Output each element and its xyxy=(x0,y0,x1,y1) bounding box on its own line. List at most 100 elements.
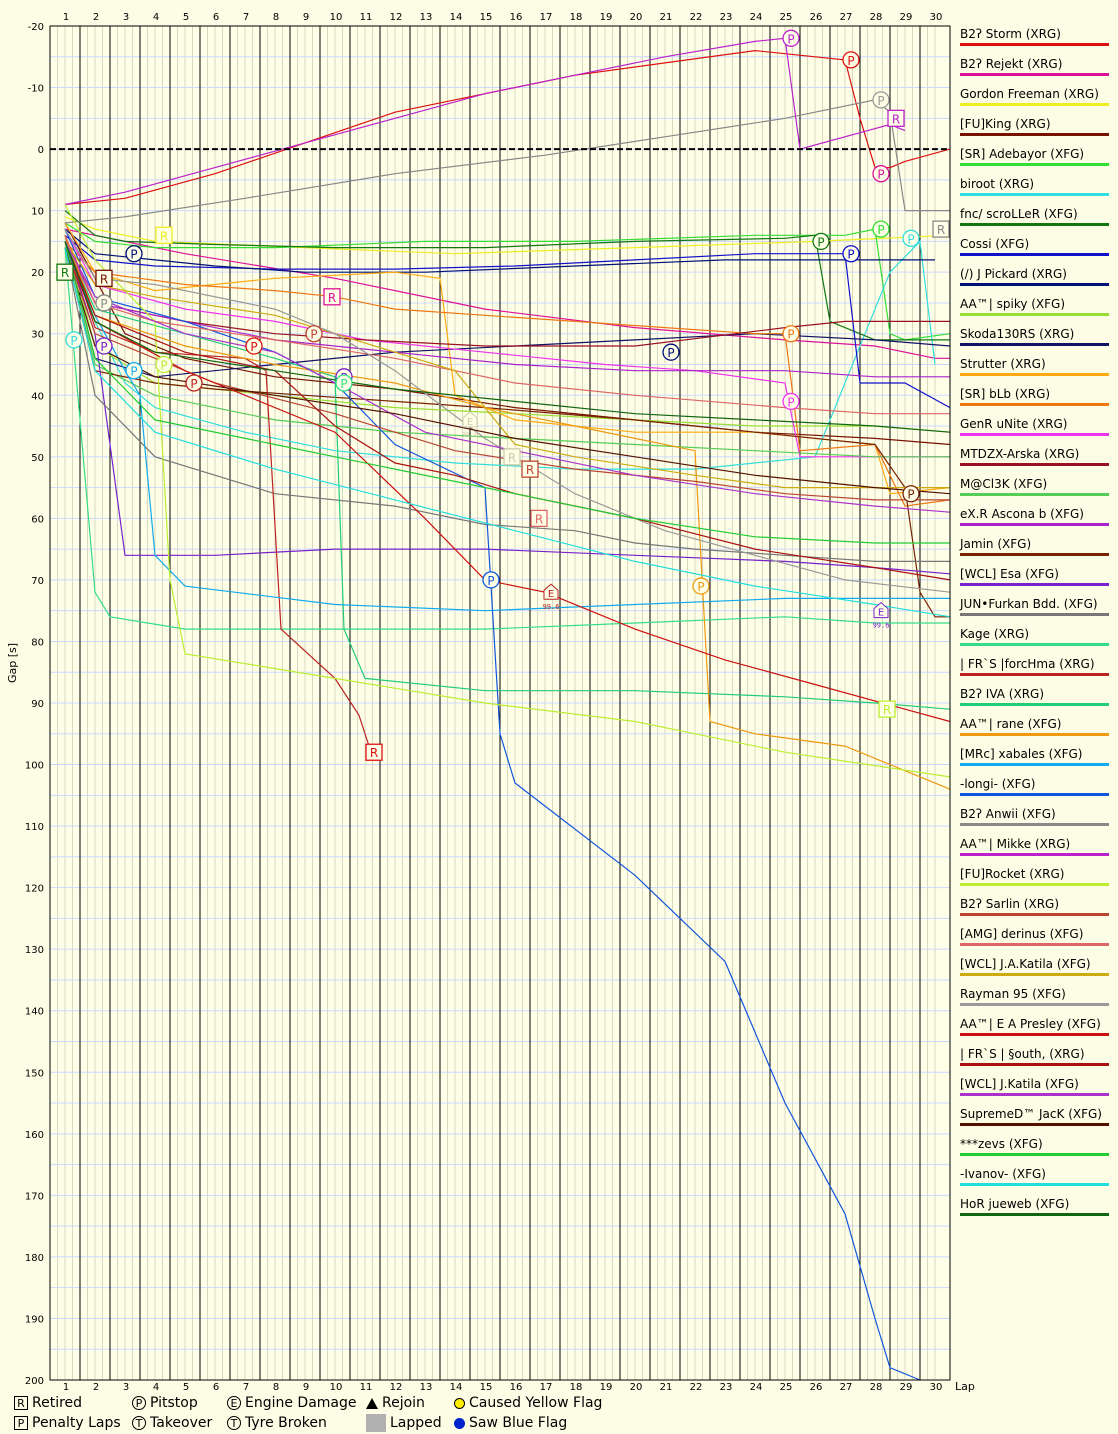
marker-r-7: R xyxy=(521,460,539,478)
retired-box xyxy=(503,448,521,466)
x-tick-label-top: 27 xyxy=(840,12,853,23)
marker-p-35: P xyxy=(902,485,920,503)
series-line-24 xyxy=(64,235,951,790)
y-tick-label: 20 xyxy=(31,268,44,279)
key-item-retired: R Retired xyxy=(14,1393,82,1413)
legend-item-27: B2ʔ Anwii (XFG) xyxy=(960,804,1112,834)
x-tick-label-top: 5 xyxy=(183,12,189,23)
x-tick-label-bottom: 6 xyxy=(213,1382,219,1393)
marker-symbol: R xyxy=(535,512,543,526)
key-symbol: P xyxy=(14,1416,28,1430)
x-tick-label-top: 14 xyxy=(450,12,463,23)
legend-item-5: [SR] Adebayor (XFG) xyxy=(960,144,1112,174)
key-symbol: P xyxy=(132,1396,146,1410)
y-tick-label: 150 xyxy=(25,1068,44,1079)
legend-swatch xyxy=(960,1033,1109,1036)
y-tick-label: 70 xyxy=(31,576,44,587)
legend-swatch xyxy=(960,373,1109,376)
series-line-21 xyxy=(64,247,950,630)
legend-item-13: [SR] bLb (XRG) xyxy=(960,384,1112,414)
marker-symbol: P xyxy=(877,94,884,108)
engine-house xyxy=(873,602,889,619)
legend-label: [FU]King (XRG) xyxy=(960,117,1051,131)
legend-label: [SR] Adebayor (XFG) xyxy=(960,147,1085,161)
marker-symbol: P xyxy=(250,340,257,354)
marker-r-9: R xyxy=(887,109,905,127)
y-tick-label: 160 xyxy=(25,1130,44,1141)
key-item-pitstop: P Pitstop xyxy=(132,1393,198,1413)
key-label: Takeover xyxy=(150,1415,213,1431)
x-tick-label-top: 17 xyxy=(540,12,553,23)
marker-e-37: E 99.6 xyxy=(462,411,478,439)
retired-box xyxy=(155,226,173,244)
marker-symbol: P xyxy=(847,54,854,68)
x-tick-label-top: 13 xyxy=(420,12,433,23)
x-tick-label-bottom: 30 xyxy=(930,1382,943,1393)
x-tick-label-top: 9 xyxy=(303,12,309,23)
pitstop-circle xyxy=(65,331,83,349)
marker-r-10: R xyxy=(932,220,950,238)
legend-swatch xyxy=(960,973,1109,976)
legend-item-9: (/) J Pickard (XRG) xyxy=(960,264,1112,294)
legend-label: eX.R Ascona b (XFG) xyxy=(960,507,1084,521)
legend-item-32: [WCL] J.A.Katila (XFG) xyxy=(960,954,1112,984)
marker-symbol: P xyxy=(697,580,704,594)
marker-symbol: P xyxy=(877,168,884,182)
legend-item-30: B2ʔ Sarlin (XRG) xyxy=(960,894,1112,924)
key-symbol xyxy=(366,1414,386,1432)
series-line-6 xyxy=(64,235,936,470)
legend-item-21: Kage (XRG) xyxy=(960,624,1112,654)
key-label: Rejoin xyxy=(382,1395,425,1411)
axes: 1122334455667788991010111112121313141415… xyxy=(6,12,975,1393)
marker-symbol: R xyxy=(328,291,336,305)
pitstop-circle xyxy=(902,229,920,247)
legend-label: B2ʔ IVA (XRG) xyxy=(960,687,1045,701)
marker-p-33: P xyxy=(872,165,890,183)
legend-swatch xyxy=(960,1093,1109,1096)
key-item-engine-damage: E Engine Damage xyxy=(227,1393,357,1413)
x-tick-label-bottom: 24 xyxy=(750,1382,763,1393)
legend-item-24: AA™| rane (XFG) xyxy=(960,714,1112,744)
y-tick-label: 180 xyxy=(25,1253,44,1264)
marker-symbol: P xyxy=(787,395,794,409)
marker-r-1: R xyxy=(56,263,74,281)
x-tick-label-bottom: 13 xyxy=(420,1382,433,1393)
marker-symbol: E xyxy=(467,417,473,428)
legend-item-3: Gordon Freeman (XRG) xyxy=(960,84,1112,114)
y-tick-label: 50 xyxy=(31,453,44,464)
marker-r-2: R xyxy=(95,269,113,287)
engine-house xyxy=(543,583,559,600)
legend-item-37: SupremeD™ JacK (XFG) xyxy=(960,1104,1112,1134)
marker-p-36: P xyxy=(902,229,920,247)
pitstop-circle xyxy=(155,355,173,374)
pitstop-circle xyxy=(95,337,113,355)
legend-swatch xyxy=(960,913,1109,916)
legend-item-12: Strutter (XRG) xyxy=(960,354,1112,384)
pitstop-circle xyxy=(842,51,860,69)
legend-label: fnc/ scroLLeR (XFG) xyxy=(960,207,1078,221)
legend-label: AA™| Mikke (XRG) xyxy=(960,837,1071,851)
y-tick-label: -20 xyxy=(28,22,44,33)
marker-p-20: P xyxy=(305,325,323,343)
legend-item-34: AA™| E A Presley (XFG) xyxy=(960,1014,1112,1044)
x-tick-label-bottom: 7 xyxy=(243,1382,249,1393)
series-line-4 xyxy=(64,222,951,446)
legend-swatch xyxy=(960,313,1109,316)
legend-swatch xyxy=(960,73,1109,76)
x-tick-label-top: 25 xyxy=(780,12,793,23)
legend-swatch xyxy=(960,823,1109,826)
series-line-39 xyxy=(64,247,951,618)
retired-box xyxy=(530,509,548,528)
x-tick-label-bottom: 14 xyxy=(450,1382,463,1393)
marker-symbol: P xyxy=(100,340,107,354)
legend-item-28: AA™| Mikke (XRG) xyxy=(960,834,1112,864)
series-line-26 xyxy=(64,228,921,1381)
legend-swatch xyxy=(960,883,1109,886)
series-line-7 xyxy=(64,210,950,341)
engine-house xyxy=(462,411,478,428)
pitstop-circle xyxy=(95,294,113,312)
series-line-35 xyxy=(64,241,951,581)
series-line-32 xyxy=(64,241,950,489)
legend-swatch xyxy=(960,1063,1109,1066)
